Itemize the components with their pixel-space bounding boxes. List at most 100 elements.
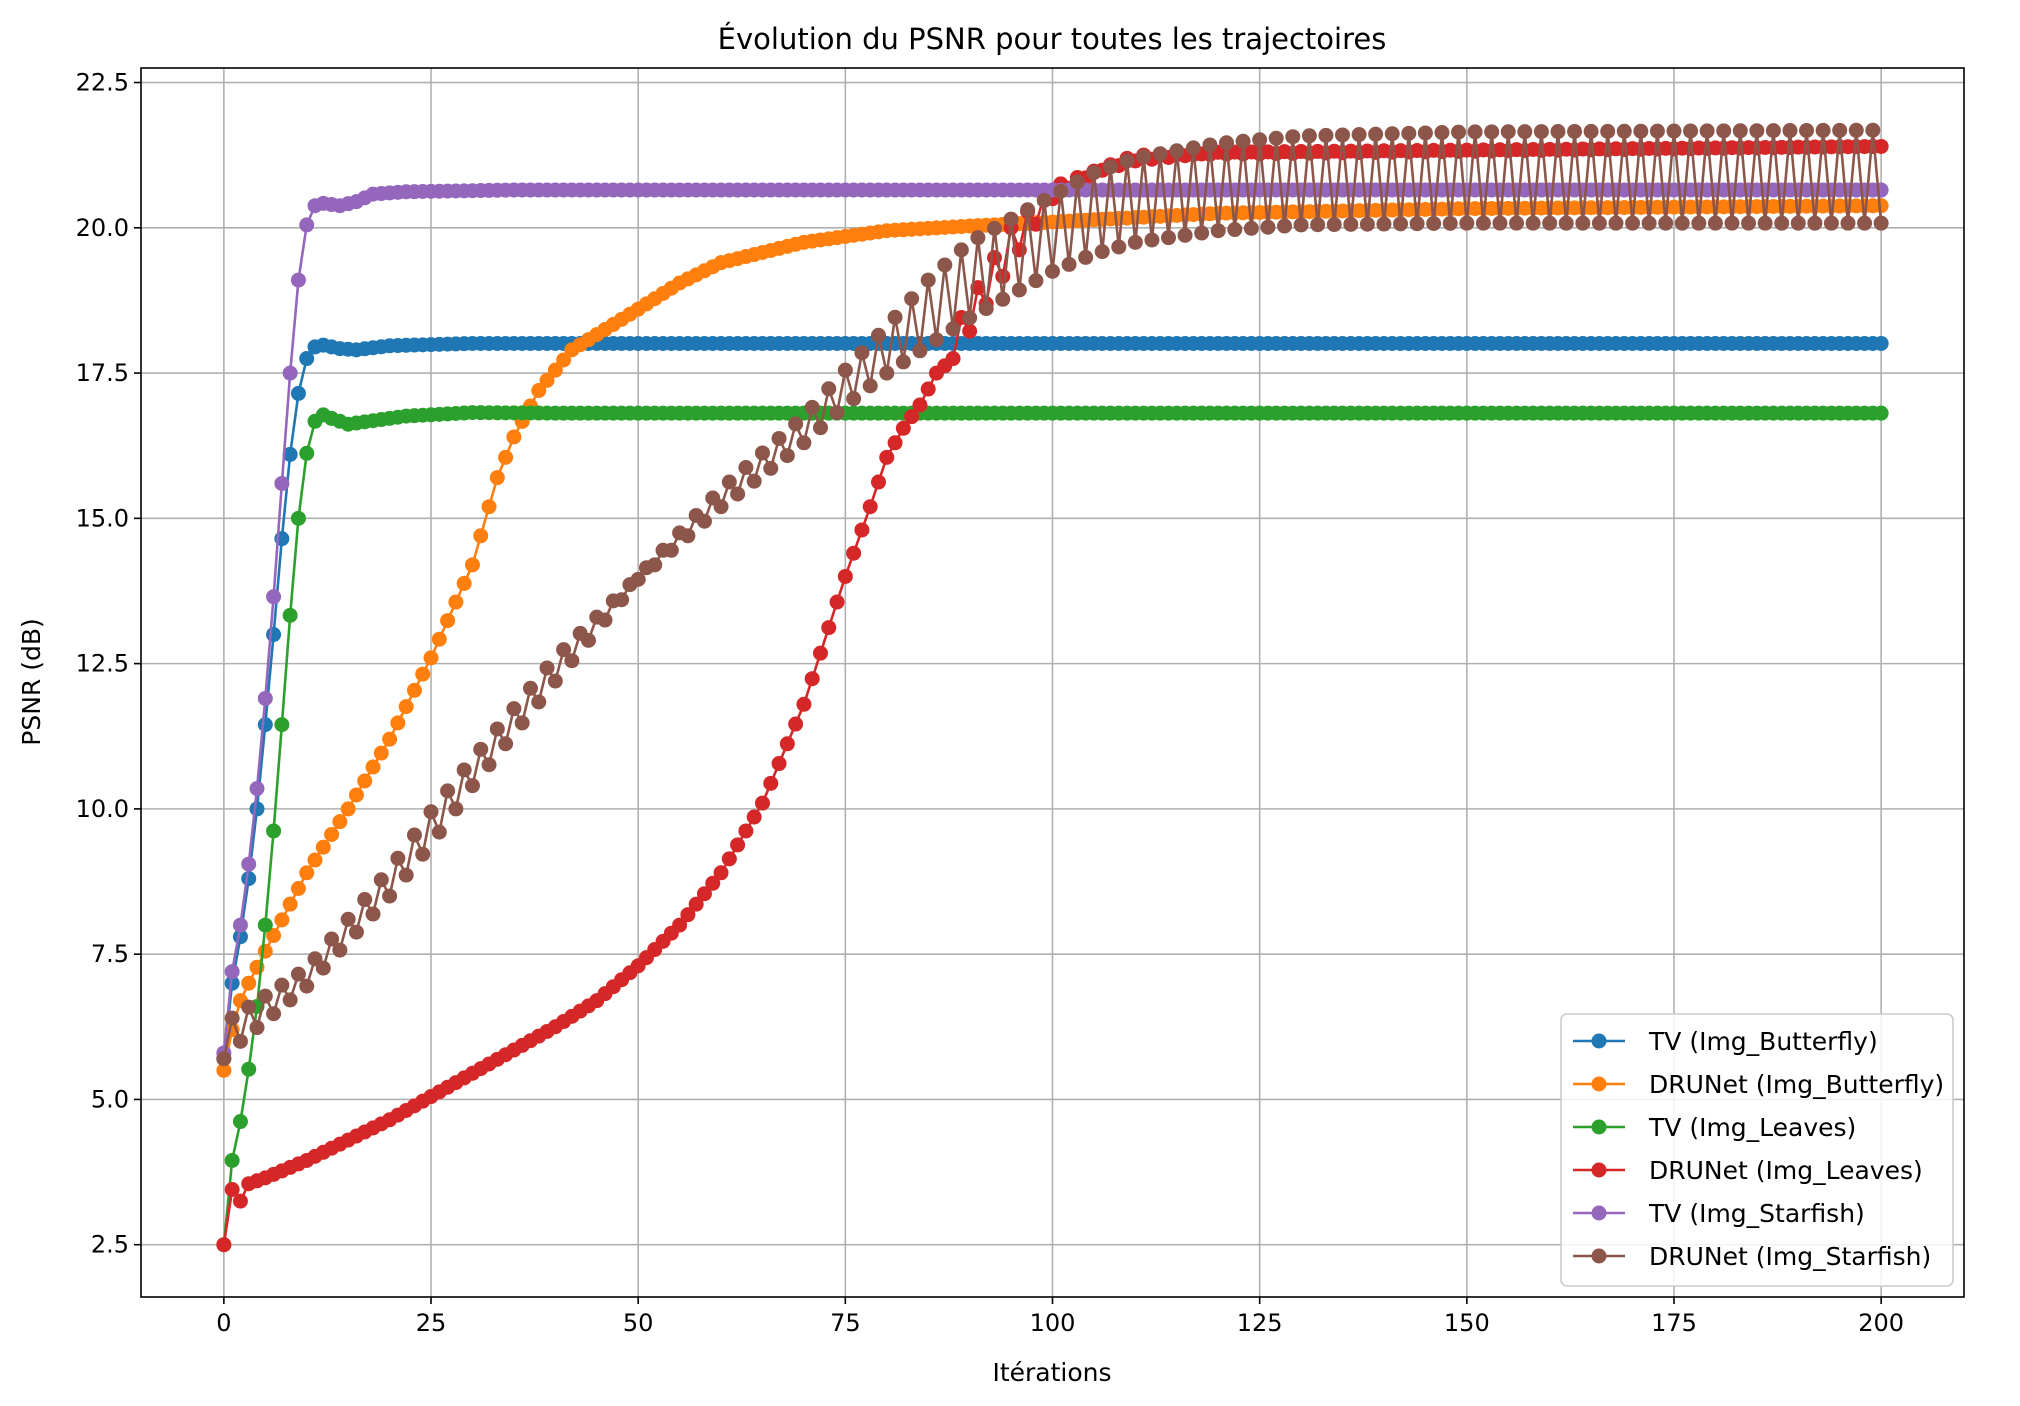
- x-tick-label: 75: [830, 1309, 861, 1337]
- series-point: [680, 907, 696, 923]
- series-point: [481, 499, 497, 515]
- series-point: [1823, 215, 1839, 231]
- series-point: [970, 230, 986, 246]
- series-layer: [216, 122, 1889, 1253]
- series-point: [1260, 219, 1276, 235]
- series-point: [879, 449, 895, 465]
- series-point: [1749, 123, 1765, 139]
- series-point: [1707, 215, 1723, 231]
- series-point: [1666, 123, 1682, 139]
- x-tick-label: 25: [416, 1309, 447, 1337]
- y-tick-label: 5.0: [91, 1085, 129, 1113]
- series-point: [257, 917, 273, 933]
- series-point: [1243, 220, 1259, 236]
- series-point: [1467, 124, 1483, 140]
- series-point: [1641, 215, 1657, 231]
- series-point: [547, 362, 563, 378]
- series-point: [539, 660, 555, 676]
- series-point: [829, 594, 845, 610]
- series-point: [1318, 127, 1334, 143]
- series-point: [266, 928, 282, 944]
- series-point: [224, 1010, 240, 1026]
- series-point: [1028, 216, 1044, 232]
- series-point: [382, 731, 398, 747]
- series-point: [1028, 273, 1044, 289]
- series-point: [647, 557, 663, 573]
- series-point: [696, 886, 712, 902]
- series-point: [1036, 192, 1052, 208]
- series-point: [440, 613, 456, 629]
- legend-entry: TV (Img_Starfish): [1573, 1199, 1865, 1228]
- series-2: [216, 405, 1889, 1253]
- series-point: [1161, 230, 1177, 246]
- series-point: [489, 721, 505, 737]
- series-point: [315, 960, 331, 976]
- series-point: [357, 892, 373, 908]
- series-point: [614, 592, 630, 608]
- series-point: [912, 397, 928, 413]
- legend-marker: [1591, 1033, 1607, 1049]
- series-point: [282, 607, 298, 623]
- series-point: [912, 343, 928, 359]
- legend-entry: DRUNet (Img_Leaves): [1573, 1156, 1923, 1185]
- series-point: [1633, 123, 1649, 139]
- y-tick-label: 17.5: [76, 359, 129, 387]
- series-point: [1542, 215, 1558, 231]
- series-point: [1724, 215, 1740, 231]
- series-point: [1533, 124, 1549, 140]
- series-point: [266, 627, 282, 643]
- series-point: [406, 827, 422, 843]
- series-point: [1368, 126, 1384, 142]
- series-point: [1301, 128, 1317, 144]
- series-point: [1136, 149, 1152, 165]
- series-point: [1020, 202, 1036, 218]
- series-point: [978, 301, 994, 317]
- series-point: [1285, 129, 1301, 145]
- series-point: [307, 852, 323, 868]
- series-point: [498, 736, 514, 752]
- series-point: [920, 381, 936, 397]
- legend-marker: [1591, 1205, 1607, 1221]
- series-point: [1683, 123, 1699, 139]
- y-tick-label: 2.5: [91, 1231, 129, 1259]
- series-point: [904, 291, 920, 307]
- series-point: [1741, 215, 1757, 231]
- series-point: [1293, 217, 1309, 233]
- series-point: [556, 352, 572, 368]
- series-point: [812, 420, 828, 436]
- series-point: [290, 966, 306, 982]
- series-point: [216, 1062, 232, 1078]
- series-point: [746, 809, 762, 825]
- legend: TV (Img_Butterfly) DRUNet (Img_Butterfly)…: [1560, 1013, 1954, 1287]
- series-point: [564, 653, 580, 669]
- series-point: [1194, 225, 1210, 241]
- x-tick-label: 50: [623, 1309, 654, 1337]
- series-point: [1567, 123, 1583, 139]
- series-point: [456, 762, 472, 778]
- series-point: [456, 575, 472, 591]
- series-point: [962, 323, 978, 339]
- series-point: [846, 545, 862, 561]
- series-point: [763, 460, 779, 476]
- series-point: [788, 416, 804, 432]
- series-point: [224, 964, 240, 980]
- series-point: [340, 911, 356, 927]
- series-point: [415, 666, 431, 682]
- series-point: [1335, 127, 1351, 143]
- series-point: [1417, 125, 1433, 141]
- series-point: [1500, 124, 1516, 140]
- series-point: [862, 378, 878, 394]
- x-tick-label: 100: [1030, 1309, 1076, 1337]
- series-point: [862, 499, 878, 515]
- series-point: [274, 475, 290, 491]
- series-point: [1475, 215, 1491, 231]
- series-point: [1525, 215, 1541, 231]
- series-point: [274, 912, 290, 928]
- series-point: [1127, 234, 1143, 250]
- legend-entry: DRUNet (Img_Butterfly): [1573, 1070, 1944, 1099]
- series-point: [232, 1193, 248, 1209]
- series-point: [1807, 215, 1823, 231]
- series-point: [257, 690, 273, 706]
- series-point: [257, 943, 273, 959]
- series-point: [1426, 216, 1442, 231]
